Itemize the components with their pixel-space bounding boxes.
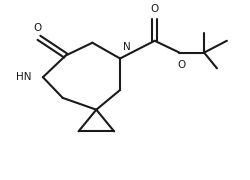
Text: O: O bbox=[150, 4, 159, 14]
Text: O: O bbox=[177, 60, 186, 70]
Text: N: N bbox=[123, 42, 131, 52]
Text: O: O bbox=[34, 23, 42, 33]
Text: HN: HN bbox=[16, 72, 31, 82]
